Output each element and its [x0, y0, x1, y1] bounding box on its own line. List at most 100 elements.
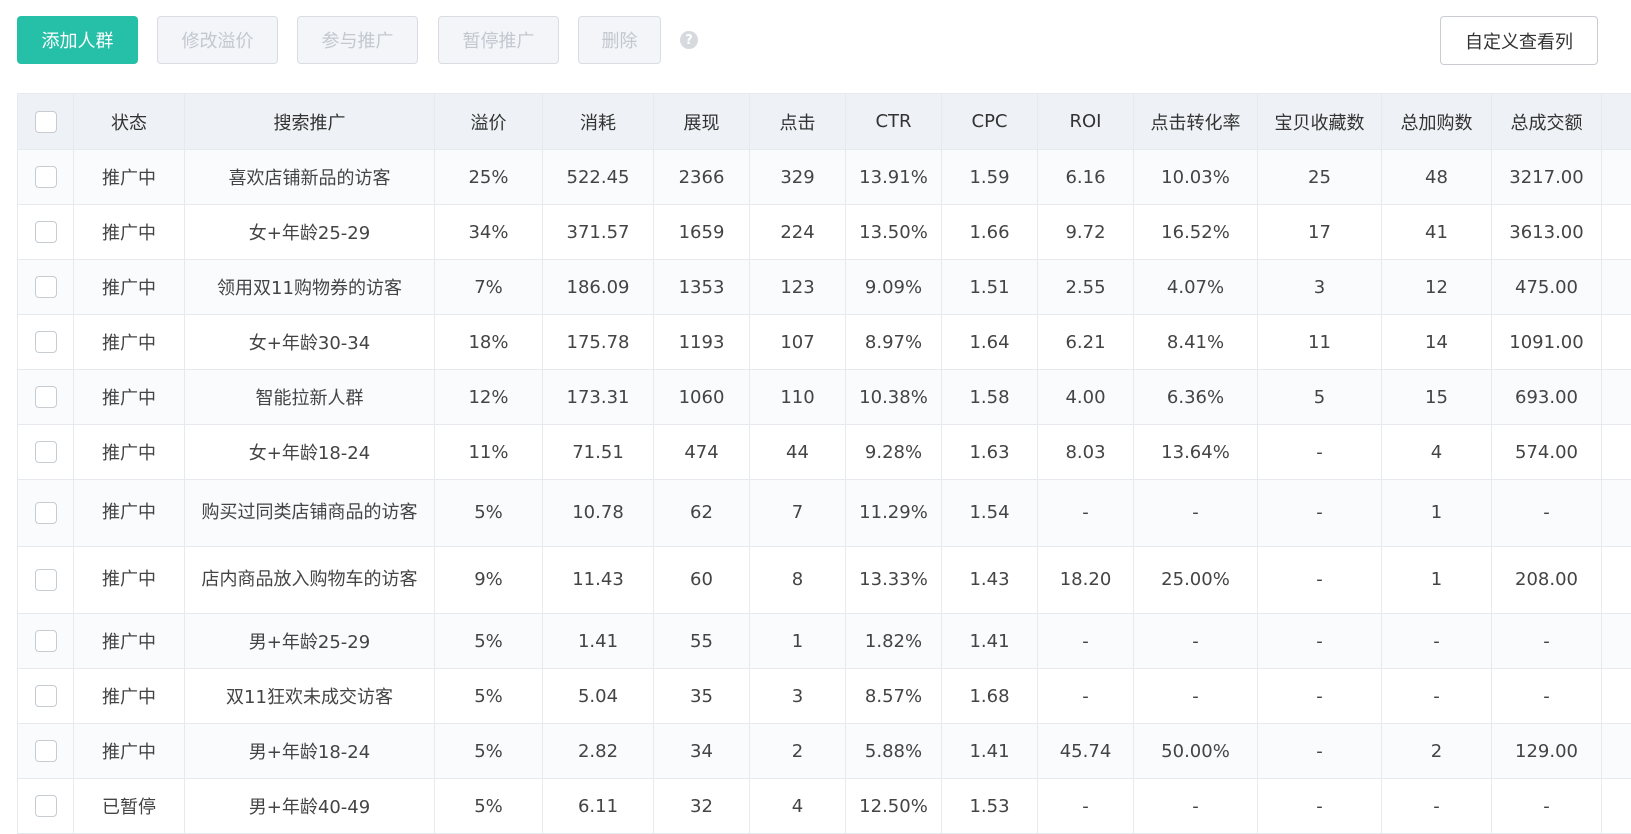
row-checkbox[interactable] [35, 386, 57, 408]
cvr-cell: 8.41% [1134, 315, 1258, 370]
favorites-cell: - [1258, 779, 1382, 834]
custom-columns-button[interactable]: 自定义查看列 [1440, 16, 1598, 65]
help-icon[interactable]: ? [680, 31, 698, 49]
row-checkbox[interactable] [35, 276, 57, 298]
audience-name-cell[interactable]: 女+年龄18-24 [185, 425, 435, 480]
col-header-roi[interactable]: ROI [1038, 94, 1134, 150]
pause-promotion-button[interactable]: 暂停推广 [438, 16, 559, 64]
premium-cell[interactable]: 12% [435, 370, 543, 425]
row-select-cell[interactable] [18, 260, 74, 315]
spend-cell: 1.41 [543, 614, 654, 669]
status-cell: 推广中 [74, 480, 185, 547]
select-all-cell[interactable] [18, 94, 74, 150]
col-header-carts[interactable]: 总加购数 [1382, 94, 1492, 150]
col-header-impressions[interactable]: 展现 [654, 94, 750, 150]
select-all-checkbox[interactable] [35, 111, 57, 133]
row-select-cell[interactable] [18, 614, 74, 669]
col-header-cvr[interactable]: 点击转化率 [1134, 94, 1258, 150]
row-select-cell[interactable] [18, 480, 74, 547]
premium-cell[interactable]: 34% [435, 205, 543, 260]
row-select-cell[interactable] [18, 315, 74, 370]
premium-cell[interactable]: 5% [435, 480, 543, 547]
join-promotion-button[interactable]: 参与推广 [297, 16, 418, 64]
row-select-cell[interactable] [18, 724, 74, 779]
premium-cell[interactable]: 5% [435, 724, 543, 779]
col-header-gmv[interactable]: 总成交额 [1492, 94, 1602, 150]
col-header-favorites[interactable]: 宝贝收藏数 [1258, 94, 1382, 150]
premium-cell[interactable]: 9% [435, 547, 543, 614]
favorites-cell: - [1258, 724, 1382, 779]
row-select-cell[interactable] [18, 370, 74, 425]
row-select-cell[interactable] [18, 150, 74, 205]
audience-name-cell[interactable]: 男+年龄25-29 [185, 614, 435, 669]
col-header-cpc[interactable]: CPC [942, 94, 1038, 150]
premium-cell[interactable]: 7% [435, 260, 543, 315]
carts-cell: 15 [1382, 370, 1492, 425]
roi-cell: 45.74 [1038, 724, 1134, 779]
audience-name-cell[interactable]: 店内商品放入购物车的访客 [185, 547, 435, 614]
premium-cell[interactable]: 25% [435, 150, 543, 205]
row-checkbox[interactable] [35, 502, 57, 524]
row-checkbox[interactable] [35, 441, 57, 463]
col-header-spend[interactable]: 消耗 [543, 94, 654, 150]
audience-name-cell[interactable]: 领用双11购物券的访客 [185, 260, 435, 315]
edit-premium-button[interactable]: 修改溢价 [157, 16, 278, 64]
row-checkbox[interactable] [35, 569, 57, 591]
row-select-cell[interactable] [18, 779, 74, 834]
premium-cell[interactable]: 5% [435, 779, 543, 834]
row-select-cell[interactable] [18, 547, 74, 614]
audience-name-cell[interactable]: 女+年龄30-34 [185, 315, 435, 370]
row-checkbox[interactable] [35, 685, 57, 707]
col-header-premium[interactable]: 溢价 [435, 94, 543, 150]
row-spacer-cell [1602, 779, 1631, 834]
cvr-cell: 4.07% [1134, 260, 1258, 315]
premium-cell[interactable]: 5% [435, 614, 543, 669]
cpc-cell: 1.66 [942, 205, 1038, 260]
row-select-cell[interactable] [18, 205, 74, 260]
row-checkbox[interactable] [35, 740, 57, 762]
premium-cell[interactable]: 18% [435, 315, 543, 370]
ctr-cell: 12.50% [846, 779, 942, 834]
col-header-audience[interactable]: 搜索推广 [185, 94, 435, 150]
audience-name-cell[interactable]: 双11狂欢未成交访客 [185, 669, 435, 724]
premium-cell[interactable]: 5% [435, 669, 543, 724]
row-select-cell[interactable] [18, 425, 74, 480]
audience-name-cell[interactable]: 喜欢店铺新品的访客 [185, 150, 435, 205]
audience-name-cell[interactable]: 男+年龄18-24 [185, 724, 435, 779]
col-header-ctr[interactable]: CTR [846, 94, 942, 150]
audience-name-cell[interactable]: 智能拉新人群 [185, 370, 435, 425]
audience-name-cell[interactable]: 男+年龄40-49 [185, 779, 435, 834]
row-checkbox[interactable] [35, 331, 57, 353]
row-select-cell[interactable] [18, 669, 74, 724]
carts-cell: 1 [1382, 480, 1492, 547]
audience-name-cell[interactable]: 女+年龄25-29 [185, 205, 435, 260]
col-header-status[interactable]: 状态 [74, 94, 185, 150]
premium-cell[interactable]: 11% [435, 425, 543, 480]
gmv-cell: 1091.00 [1492, 315, 1602, 370]
row-checkbox[interactable] [35, 795, 57, 817]
col-header-clicks[interactable]: 点击 [750, 94, 846, 150]
row-checkbox[interactable] [35, 630, 57, 652]
cvr-cell: - [1134, 614, 1258, 669]
audience-name-cell[interactable]: 购买过同类店铺商品的访客 [185, 480, 435, 547]
add-audience-button[interactable]: 添加人群 [17, 16, 138, 64]
cpc-cell: 1.53 [942, 779, 1038, 834]
clicks-cell: 224 [750, 205, 846, 260]
row-checkbox[interactable] [35, 166, 57, 188]
delete-button[interactable]: 删除 [578, 16, 661, 64]
row-checkbox[interactable] [35, 221, 57, 243]
carts-cell: 14 [1382, 315, 1492, 370]
row-spacer-cell [1602, 260, 1631, 315]
